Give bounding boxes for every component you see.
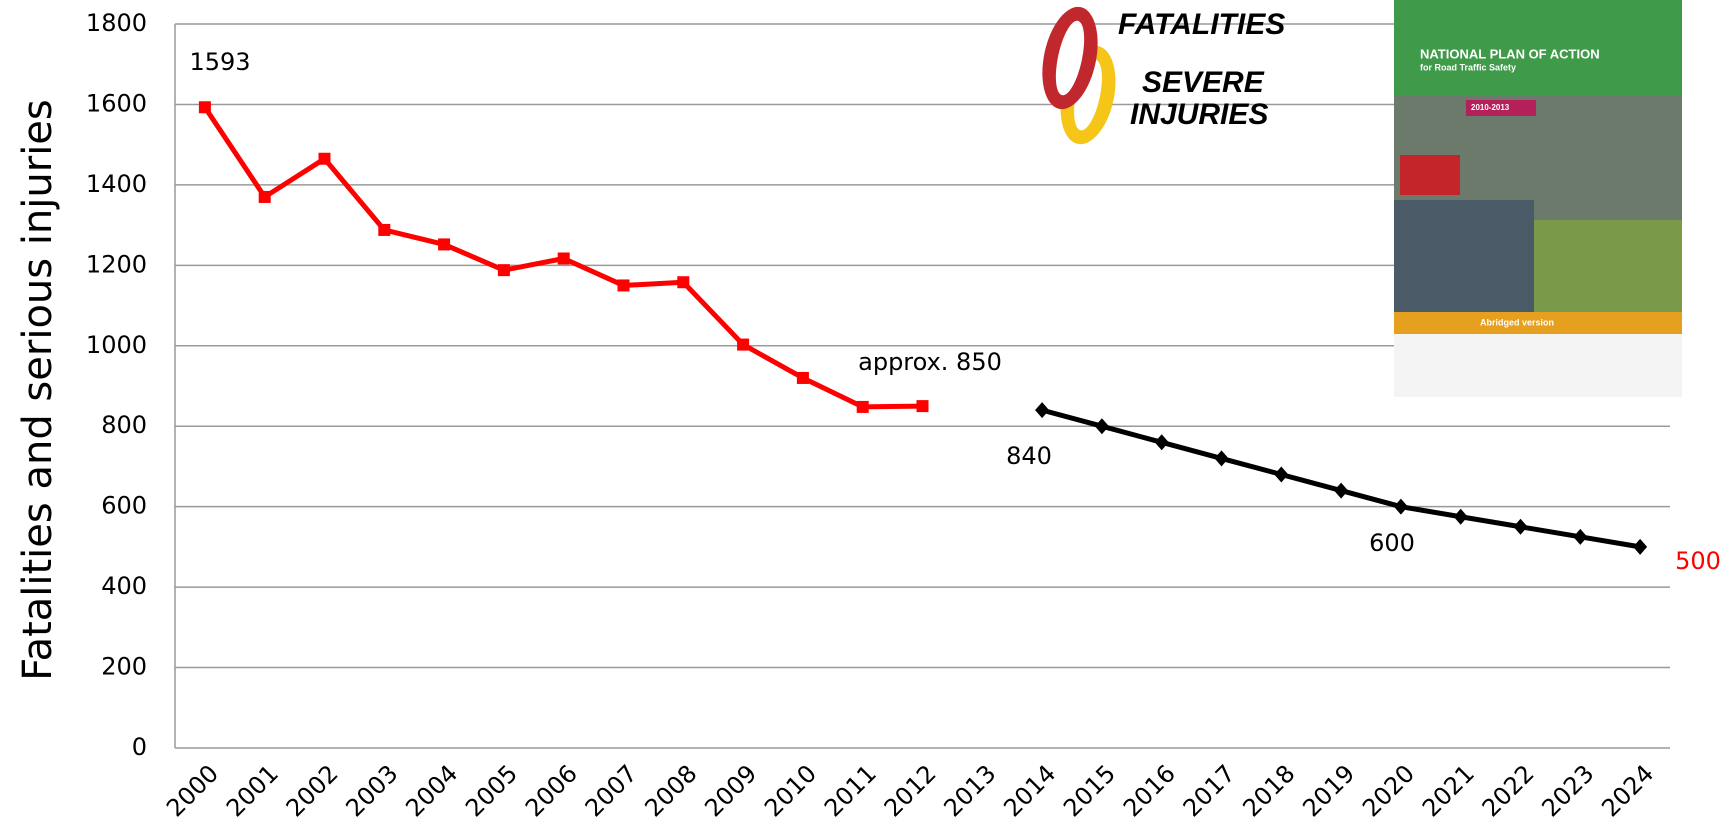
annotation: approx. 850: [858, 348, 1002, 376]
x-tick-label: 2004: [400, 759, 463, 822]
marker: [1393, 498, 1408, 515]
x-tick-label: 2014: [998, 759, 1061, 822]
marker: [1633, 538, 1648, 555]
y-tick-label: 1600: [86, 89, 147, 117]
y-tick-label: 800: [101, 411, 147, 439]
x-tick-label: 2012: [879, 759, 942, 822]
y-axis-label: Fatalities and serious injuries: [15, 99, 61, 681]
marker: [617, 279, 630, 292]
marker: [557, 252, 570, 265]
marker: [318, 152, 331, 165]
x-tick-label: 2016: [1118, 759, 1181, 822]
marker: [1334, 482, 1349, 499]
marker: [378, 223, 391, 236]
marker: [497, 264, 510, 277]
brochure-tag: [1466, 100, 1536, 116]
y-tick-label: 1000: [86, 331, 147, 359]
x-tick-label: 2003: [341, 759, 404, 822]
x-tick-label: 2007: [580, 759, 643, 822]
brochure-title: NATIONAL PLAN OF ACTION: [1420, 46, 1600, 61]
brochure-photo: [1394, 200, 1534, 320]
y-tick-label: 600: [101, 492, 147, 520]
brochure-photo: [1534, 220, 1682, 320]
logo-text: FATALITIES: [1118, 8, 1285, 41]
brochure-band: [1394, 312, 1682, 334]
annotation: 840: [1006, 442, 1052, 470]
annotation: 600: [1369, 529, 1415, 557]
brochure: NATIONAL PLAN OF ACTION for Road Traffic…: [1394, 0, 1682, 397]
marker: [1453, 508, 1468, 525]
y-tick-label: 1200: [86, 250, 147, 278]
marker: [1513, 518, 1528, 535]
x-tick-label: 2002: [281, 759, 344, 822]
logo-text: INJURIES: [1130, 98, 1268, 131]
brochure-header: [1394, 0, 1682, 95]
x-tick-label: 2010: [759, 759, 822, 822]
marker: [1035, 402, 1050, 419]
x-tick-label: 2021: [1417, 759, 1480, 822]
x-tick-label: 2015: [1058, 759, 1121, 822]
x-tick-label: 2022: [1477, 759, 1540, 822]
x-tick-label: 2008: [640, 759, 703, 822]
y-tick-label: 1400: [86, 170, 147, 198]
logo: FATALITIES SEVERE INJURIES: [1042, 6, 1285, 145]
marker: [796, 371, 809, 384]
annotation: 500: [1675, 547, 1721, 575]
brochure-period: 2010-2013: [1471, 103, 1510, 112]
x-tick-label: 2020: [1357, 759, 1420, 822]
x-tick-label: 2018: [1238, 759, 1301, 822]
x-tick-label: 2011: [819, 759, 882, 822]
brochure-photo: [1400, 155, 1460, 195]
x-tick-label: 2019: [1297, 759, 1360, 822]
logo-text: SEVERE: [1142, 66, 1265, 99]
marker: [916, 400, 929, 413]
series-line: [1041, 407, 1641, 550]
x-tick-label: 2023: [1537, 759, 1600, 822]
x-tick-label: 2005: [460, 759, 523, 822]
x-tick-label: 2006: [520, 759, 583, 822]
x-tick-label: 2000: [161, 759, 224, 822]
marker: [1154, 434, 1169, 451]
marker: [1573, 528, 1588, 545]
marker: [856, 400, 869, 413]
marker: [677, 276, 690, 289]
brochure-subtitle: for Road Traffic Safety: [1420, 62, 1516, 72]
x-tick-label: 2013: [939, 759, 1002, 822]
x-tick-label: 2017: [1178, 759, 1241, 822]
y-tick-label: 200: [101, 653, 147, 681]
x-tick-label: 2024: [1596, 759, 1659, 822]
x-tick-label: 2001: [221, 759, 284, 822]
logo-zero-hole: [1055, 20, 1085, 96]
marker: [1214, 450, 1229, 467]
y-tick-label: 400: [101, 572, 147, 600]
marker: [258, 190, 271, 203]
marker: [1274, 466, 1289, 483]
x-tick-label: 2009: [699, 759, 762, 822]
marker: [438, 238, 451, 251]
y-tick-label: 0: [132, 733, 147, 761]
marker: [198, 101, 211, 114]
brochure-edition: Abridged version: [1480, 317, 1554, 327]
annotation: 1593: [189, 48, 250, 76]
y-tick-label: 1800: [86, 9, 147, 37]
marker: [737, 338, 750, 351]
marker: [1094, 418, 1109, 435]
